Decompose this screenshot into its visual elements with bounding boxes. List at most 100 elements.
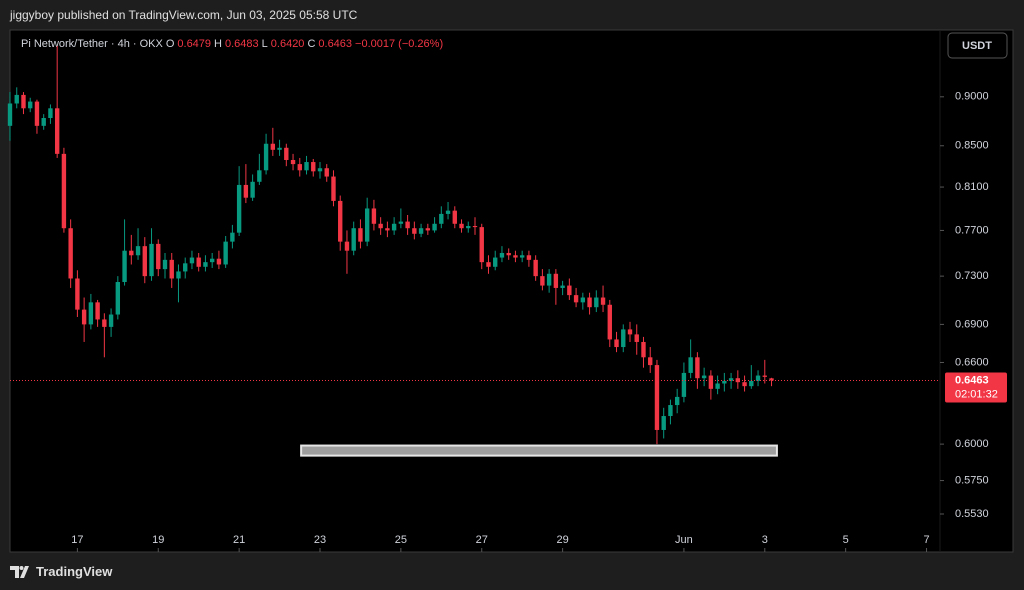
candle-body xyxy=(722,380,727,384)
candle-body xyxy=(209,258,215,263)
candle-body xyxy=(587,297,592,308)
y-tick-label: 0.9000 xyxy=(955,91,989,103)
candle-body xyxy=(28,101,33,109)
candle-body xyxy=(405,221,410,229)
candle-body xyxy=(230,232,235,242)
candle-body xyxy=(68,228,73,279)
legend: Pi Network/Tether · 4h · OKX O 0.6479 H 0.64… xyxy=(21,38,443,50)
candle-body xyxy=(661,416,666,430)
candle-body xyxy=(600,297,606,305)
candle-body xyxy=(317,168,323,172)
candle-body xyxy=(135,246,141,256)
candle-body xyxy=(236,184,242,233)
candle-body xyxy=(21,94,26,109)
y-tick-label: 0.6000 xyxy=(955,438,989,450)
x-tick-label: 25 xyxy=(395,534,407,546)
legend-value: 0.6479 xyxy=(177,38,211,50)
candle-body xyxy=(257,170,262,182)
candle-body xyxy=(519,255,525,258)
candle-body xyxy=(34,101,40,126)
legend-value: 0.6483 xyxy=(225,38,259,50)
last-price: 0.6463 xyxy=(955,374,989,386)
candle-body xyxy=(169,259,174,279)
candle-body xyxy=(108,314,114,327)
candle-body xyxy=(378,223,383,229)
plot-background xyxy=(9,29,1014,553)
candle-body xyxy=(701,375,707,379)
candle-body xyxy=(762,375,767,377)
candle-body xyxy=(526,255,532,260)
candle-body xyxy=(270,143,276,150)
legend-key: C xyxy=(307,38,315,50)
candle-body xyxy=(681,372,687,397)
currency[interactable]: USDT xyxy=(962,40,992,52)
x-tick-label: 23 xyxy=(314,534,326,546)
candle-body xyxy=(580,297,586,303)
candle-body xyxy=(688,357,693,373)
x-tick-label: 17 xyxy=(71,534,83,546)
candle-body xyxy=(634,334,639,342)
candle-body xyxy=(486,262,491,267)
candle-body xyxy=(183,263,188,272)
y-tick-label: 0.7700 xyxy=(955,224,989,236)
candle-body xyxy=(88,302,94,325)
candle-body xyxy=(654,365,660,430)
candle-body xyxy=(95,302,100,320)
y-tick-label: 0.5750 xyxy=(955,474,989,486)
x-tick-label: 27 xyxy=(476,534,488,546)
candle-body xyxy=(668,405,673,417)
candle-body xyxy=(176,271,181,279)
candle-body xyxy=(641,341,646,358)
candle-body xyxy=(715,383,720,389)
x-tick-label: Jun xyxy=(675,534,693,546)
candle-body xyxy=(708,375,714,389)
candle-body xyxy=(769,378,774,381)
candle-body xyxy=(371,208,377,224)
candle-body xyxy=(277,147,282,150)
brand: TradingView xyxy=(10,564,112,579)
candle-body xyxy=(674,396,680,406)
candle-body xyxy=(156,243,161,270)
candle-body xyxy=(250,181,255,198)
candle-body xyxy=(364,208,370,242)
candle-body xyxy=(466,225,471,229)
candle-body xyxy=(439,213,444,224)
candle-body xyxy=(506,252,511,256)
legend-change: −0.0017 (−0.26%) xyxy=(355,38,443,50)
candle-body xyxy=(297,164,302,171)
candle-body xyxy=(540,276,545,286)
candle-body xyxy=(129,250,134,256)
x-tick-label: 19 xyxy=(152,534,164,546)
y-tick-label: 0.6900 xyxy=(955,318,989,330)
candle-body xyxy=(432,223,437,231)
support-zone xyxy=(300,444,778,457)
currency-button[interactable] xyxy=(947,32,1008,59)
candle-body xyxy=(425,228,431,231)
candle-body xyxy=(203,262,208,267)
candle-body xyxy=(263,143,269,171)
candle-body xyxy=(621,329,626,348)
candle-body xyxy=(533,259,538,277)
candle-body xyxy=(742,382,747,387)
candle-body xyxy=(189,257,195,264)
candle-body xyxy=(162,259,168,270)
y-tick-label: 0.5530 xyxy=(955,508,989,520)
candle-body xyxy=(48,108,53,119)
candle-body xyxy=(331,176,336,201)
candle-body xyxy=(223,241,228,265)
x-tick-label: 5 xyxy=(843,534,849,546)
candle-body xyxy=(149,243,154,277)
candle-body xyxy=(290,159,296,165)
candle-body xyxy=(358,228,363,242)
candle-body xyxy=(81,309,87,325)
candle-body xyxy=(418,228,424,234)
legend-key: O xyxy=(166,38,175,50)
candle-body xyxy=(567,285,572,296)
candle-body xyxy=(735,378,741,383)
candle-body xyxy=(573,295,579,303)
candle-body xyxy=(351,228,356,251)
candle-body xyxy=(499,252,505,258)
candle-body xyxy=(398,221,404,224)
publisher: jiggyboy published on TradingView.com, J… xyxy=(10,8,358,22)
